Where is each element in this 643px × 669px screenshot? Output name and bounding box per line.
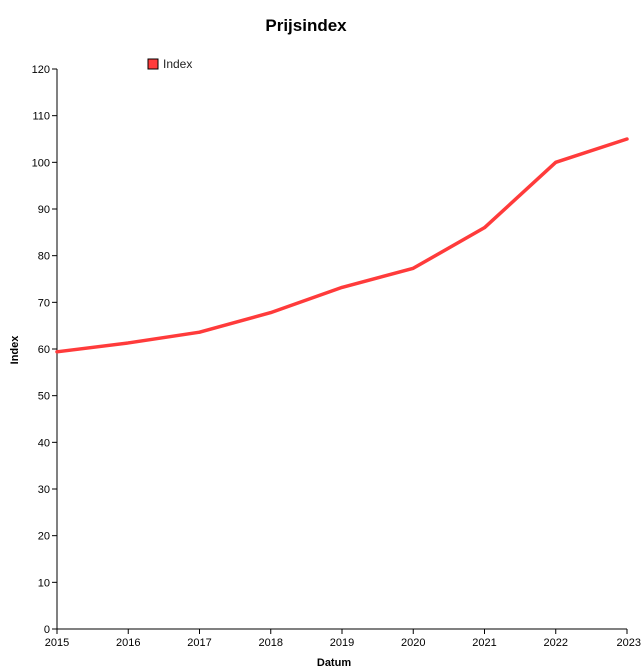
y-tick-label: 70 [38,297,50,309]
y-tick-label: 0 [44,624,50,636]
x-tick-label: 2023 [617,637,641,649]
y-tick-label: 40 [38,437,50,449]
data-point [411,266,415,270]
y-tick-label: 120 [32,64,50,76]
y-tick-label: 60 [38,344,50,356]
y-tick-label: 50 [38,391,50,403]
legend: Index [147,57,192,71]
x-axis: 2015 2016 2017 2018 2019 2020 2021 2022 2023 [45,628,641,649]
y-tick-label: 110 [32,111,50,123]
y-tick-label: 100 [32,157,50,169]
x-tick-label: 2022 [544,637,568,649]
data-point [554,160,558,164]
y-tick-label: 10 [38,577,50,589]
legend-swatch [147,58,159,70]
data-point [126,341,130,345]
x-tick-label: 2016 [116,637,140,649]
data-point [483,226,486,230]
y-tick-label: 20 [38,531,50,543]
y-tick-label: 30 [38,484,50,496]
x-tick-label: 2020 [401,637,425,649]
x-tick-label: 2021 [472,637,496,649]
x-tick-label: 2017 [187,637,211,649]
x-tick-label: 2018 [259,637,283,649]
data-point [198,330,201,334]
data-point [55,350,59,354]
x-axis-title: Datum [317,657,351,669]
series-line-index [55,137,629,354]
x-tick-label: 2019 [330,637,354,649]
series-layer [55,137,629,354]
data-point [340,285,344,289]
y-tick-label: 90 [38,204,50,216]
chart-title: Prijsindex [265,16,347,35]
data-point [269,311,273,315]
x-tick-label: 2015 [45,637,69,649]
y-axis: 0 10 20 30 40 50 60 70 80 90 100 110 120 [32,64,58,636]
y-axis-title: Index [9,335,21,365]
data-point [625,137,629,141]
y-tick-label: 80 [38,251,50,263]
legend-label: Index [163,57,192,71]
